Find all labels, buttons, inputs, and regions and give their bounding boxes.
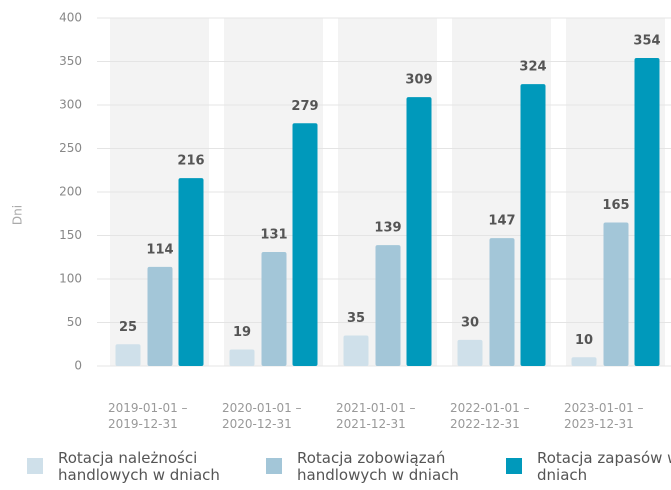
data-label: 165 bbox=[602, 198, 629, 213]
data-label: 309 bbox=[405, 73, 432, 88]
bar bbox=[261, 252, 287, 366]
y-tick-label: 150 bbox=[59, 228, 82, 242]
bar bbox=[147, 266, 173, 366]
legend-item: Rotacja należności handlowych w dniach bbox=[27, 450, 228, 484]
x-tick-label: 2019-01-01 – 2019-12-31 bbox=[108, 401, 188, 431]
data-label: 324 bbox=[519, 60, 546, 75]
data-label: 354 bbox=[633, 34, 660, 49]
data-label: 35 bbox=[347, 311, 365, 326]
bar bbox=[375, 245, 401, 366]
bar bbox=[292, 123, 318, 367]
data-label: 216 bbox=[177, 154, 204, 169]
data-label: 114 bbox=[146, 242, 173, 257]
legend-item: Rotacja zobowiązań handlowych w dniach bbox=[266, 450, 467, 484]
bar bbox=[634, 58, 660, 367]
legend-swatch bbox=[266, 458, 282, 474]
y-tick-label: 200 bbox=[59, 185, 82, 199]
data-label: 139 bbox=[374, 221, 401, 236]
y-tick-label: 100 bbox=[59, 272, 82, 286]
data-label: 131 bbox=[260, 228, 287, 243]
bar bbox=[229, 349, 255, 366]
data-label: 25 bbox=[119, 320, 137, 335]
x-tick-label: 2021-01-01 – 2021-12-31 bbox=[336, 401, 416, 431]
bar bbox=[406, 97, 432, 367]
legend-swatch bbox=[27, 458, 43, 474]
legend-label: Rotacja należności handlowych w dniach bbox=[58, 449, 220, 484]
legend-item: Rotacja zapasów w dniach bbox=[506, 450, 671, 484]
bar bbox=[343, 335, 369, 366]
bar bbox=[457, 339, 483, 366]
y-tick-label: 400 bbox=[59, 11, 82, 25]
data-label: 30 bbox=[461, 315, 479, 330]
y-tick-label: 350 bbox=[59, 54, 82, 68]
legend-label: Rotacja zapasów w dniach bbox=[537, 449, 671, 484]
y-tick-label: 300 bbox=[59, 98, 82, 112]
y-tick-label: 50 bbox=[67, 315, 82, 329]
y-tick-label: 0 bbox=[74, 359, 82, 373]
y-tick-label: 250 bbox=[59, 141, 82, 155]
data-label: 10 bbox=[575, 333, 593, 348]
legend-swatch bbox=[506, 458, 522, 474]
x-tick-label: 2022-01-01 – 2022-12-31 bbox=[450, 401, 530, 431]
bar bbox=[571, 357, 597, 366]
x-tick-label: 2020-01-01 – 2020-12-31 bbox=[222, 401, 302, 431]
bar bbox=[489, 238, 515, 366]
y-axis-label: Dni bbox=[11, 205, 25, 225]
data-label: 147 bbox=[488, 214, 515, 229]
legend-label: Rotacja zobowiązań handlowych w dniach bbox=[297, 449, 459, 484]
x-tick-label: 2023-01-01 – 2023-12-31 bbox=[564, 401, 644, 431]
bar bbox=[603, 222, 629, 366]
bar bbox=[115, 344, 141, 366]
data-label: 279 bbox=[291, 99, 318, 114]
bar bbox=[520, 84, 546, 367]
bar bbox=[178, 178, 204, 366]
data-label: 19 bbox=[233, 325, 251, 340]
